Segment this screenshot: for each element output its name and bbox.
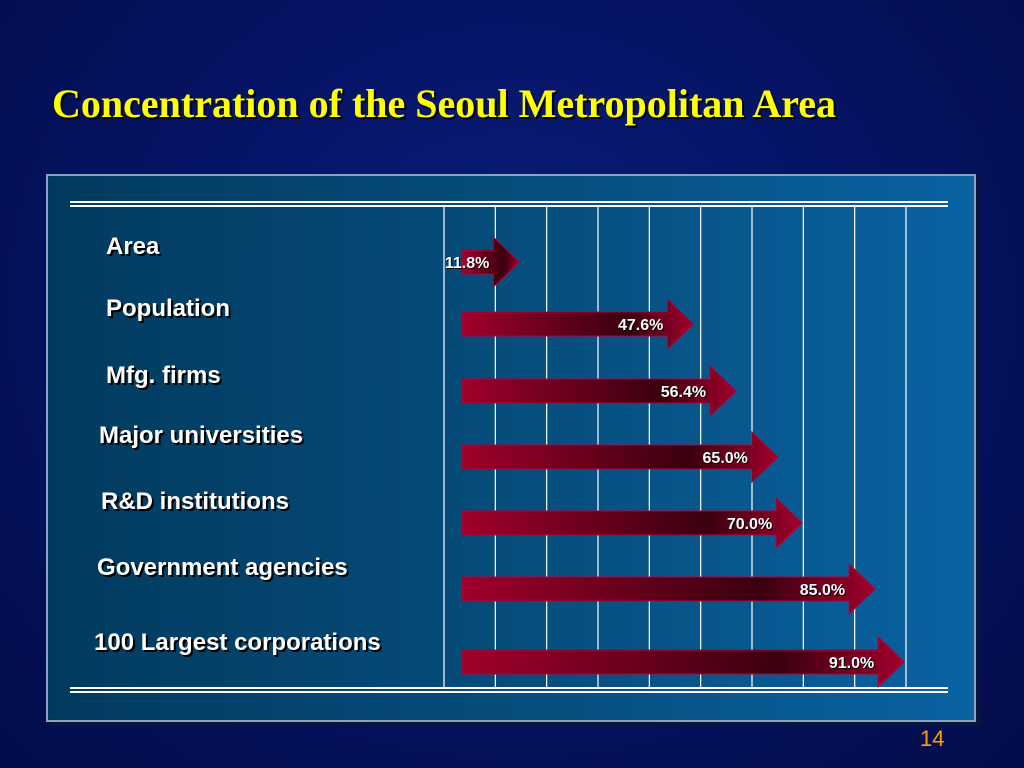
category-label-shadow: 100 Largest corporations <box>96 631 383 658</box>
bar-arrow <box>461 635 905 689</box>
category-label: Mfg. firms <box>106 362 221 389</box>
value-label: 47.6% <box>618 317 663 334</box>
value-label-shadow: 56.4% <box>662 385 707 402</box>
bar-chart: 11.8%11.8%47.6%47.6%56.4%56.4%65.0%65.0%… <box>70 201 948 693</box>
value-label: 65.0% <box>703 450 748 467</box>
value-label-shadow: 65.0% <box>704 451 749 468</box>
category-label: R&D institutions <box>101 488 289 515</box>
category-label-shadow: R&D institutions <box>103 490 291 517</box>
category-label-shadow: Area <box>108 235 162 262</box>
bar-arrow <box>461 430 779 484</box>
slide-title: Concentration of the Seoul Metropolitan … <box>52 81 837 126</box>
bar-arrow <box>461 235 521 289</box>
category-label-shadow: Government agencies <box>99 556 350 583</box>
value-label: 70.0% <box>727 516 772 533</box>
bars: 11.8%11.8%47.6%47.6%56.4%56.4%65.0%65.0%… <box>445 235 905 689</box>
bar-arrow <box>461 364 737 418</box>
value-label: 91.0% <box>829 655 874 672</box>
category-label: Government agencies <box>97 554 348 581</box>
value-label: 56.4% <box>661 384 706 401</box>
category-label-shadow: Major universities <box>101 424 305 451</box>
category-label: 100 Largest corporations <box>94 629 381 656</box>
value-label-shadow: 70.0% <box>728 517 773 534</box>
bar-arrow <box>461 562 876 616</box>
category-label: Area <box>106 233 160 260</box>
value-label-shadow: 91.0% <box>830 656 875 673</box>
value-label-shadow: 11.8% <box>446 256 490 273</box>
category-label-shadow: Population <box>108 297 232 324</box>
category-label: Population <box>106 295 230 322</box>
page-number: 14 <box>920 726 945 751</box>
value-label: 11.8% <box>445 255 489 272</box>
value-label-shadow: 85.0% <box>801 583 846 600</box>
value-label: 85.0% <box>800 582 845 599</box>
category-label-shadow: Mfg. firms <box>108 364 223 391</box>
bar-arrow <box>461 297 695 351</box>
category-label: Major universities <box>99 422 303 449</box>
value-label-shadow: 47.6% <box>619 318 664 335</box>
chart-panel: 11.8% 11.8% 47.6% 47.6% 56.4% 56.4% 65.0% 65.0%… <box>46 174 976 722</box>
bar-arrow <box>461 496 803 550</box>
